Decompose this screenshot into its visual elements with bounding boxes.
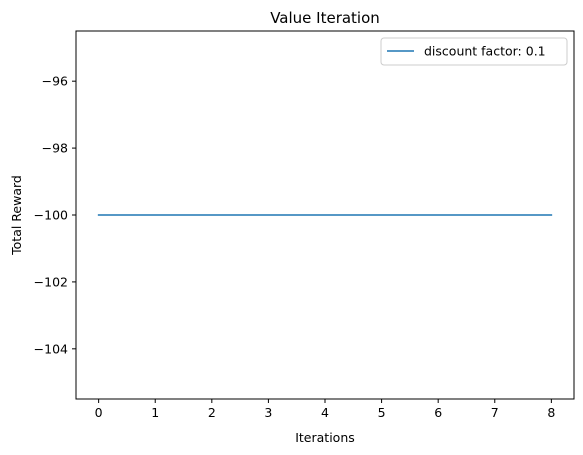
- y-tick-label: −98: [42, 141, 68, 156]
- y-tick-label: −104: [34, 341, 68, 356]
- x-axis-label: Iterations: [295, 430, 355, 445]
- y-axis-ticks: −104 −102 −100 −98 −96: [34, 74, 76, 356]
- y-tick-label: −100: [34, 208, 68, 223]
- chart-title: Value Iteration: [270, 9, 380, 27]
- x-tick-label: 4: [321, 405, 329, 420]
- x-tick-label: 7: [491, 405, 499, 420]
- legend: discount factor: 0.1: [380, 37, 568, 66]
- x-tick-label: 2: [208, 405, 216, 420]
- x-axis-ticks: 0 1 2 3 4 5 6 7 8: [95, 399, 555, 420]
- legend-label: discount factor: 0.1: [424, 44, 546, 59]
- x-tick-label: 0: [95, 405, 103, 420]
- y-tick-label: −96: [42, 74, 68, 89]
- x-tick-label: 5: [378, 405, 386, 420]
- legend-box: [380, 37, 568, 66]
- y-tick-label: −102: [34, 274, 68, 289]
- x-tick-label: 3: [264, 405, 272, 420]
- y-axis-label: Total Reward: [9, 175, 24, 256]
- x-tick-label: 6: [434, 405, 442, 420]
- x-tick-label: 1: [151, 405, 159, 420]
- x-tick-label: 8: [547, 405, 555, 420]
